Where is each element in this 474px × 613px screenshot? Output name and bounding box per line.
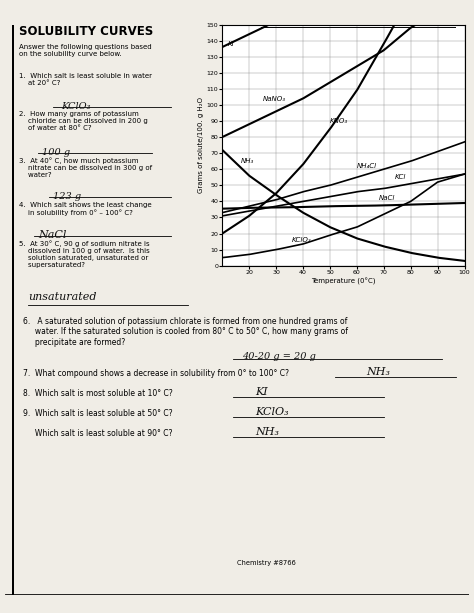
Text: 4.  Which salt shows the least change
    in solubility from 0° – 100° C?: 4. Which salt shows the least change in …: [19, 202, 152, 216]
Text: 2.  How many grams of potassium
    chloride can be dissolved in 200 g
    of wa: 2. How many grams of potassium chloride …: [19, 112, 148, 131]
Text: KClO₃: KClO₃: [61, 102, 91, 111]
Text: NH₃: NH₃: [366, 367, 391, 378]
Text: 5.  At 30° C, 90 g of sodium nitrate is
    dissolved in 100 g of water.  Is thi: 5. At 30° C, 90 g of sodium nitrate is d…: [19, 240, 150, 268]
Text: 1.  Which salt is least soluble in water
    at 20° C?: 1. Which salt is least soluble in water …: [19, 73, 152, 86]
Text: Answer the following questions based
on the solubility curve below.: Answer the following questions based on …: [19, 44, 152, 57]
Text: KCl: KCl: [394, 175, 406, 180]
Text: 123 g: 123 g: [53, 192, 82, 201]
Text: KClO₃: KClO₃: [292, 237, 312, 243]
Y-axis label: Grams of solute/100. g H₂O: Grams of solute/100. g H₂O: [198, 97, 203, 193]
Text: 9.  Which salt is least soluble at 50° C?: 9. Which salt is least soluble at 50° C?: [23, 409, 173, 418]
Text: Which salt is least soluble at 90° C?: Which salt is least soluble at 90° C?: [23, 429, 173, 438]
Text: KNO₃: KNO₃: [330, 118, 348, 124]
Text: SOLUBILITY CURVES: SOLUBILITY CURVES: [19, 25, 153, 37]
Text: NH₃: NH₃: [255, 427, 279, 437]
Text: 100 g: 100 g: [42, 148, 70, 157]
Text: 40-20 g = 20 g: 40-20 g = 20 g: [242, 352, 316, 361]
Text: NH₃: NH₃: [241, 158, 255, 164]
Text: 6.   A saturated solution of potassium chlorate is formed from one hundred grams: 6. A saturated solution of potassium chl…: [23, 317, 348, 346]
Text: 8.  Which salt is most soluble at 10° C?: 8. Which salt is most soluble at 10° C?: [23, 389, 173, 398]
Text: 7.  What compound shows a decrease in solubility from 0° to 100° C?: 7. What compound shows a decrease in sol…: [23, 369, 290, 378]
Text: KClO₃: KClO₃: [255, 408, 289, 417]
Text: NaCl: NaCl: [378, 196, 395, 202]
Text: NH₄Cl: NH₄Cl: [357, 163, 377, 169]
Text: NaCl: NaCl: [38, 230, 66, 240]
X-axis label: Temperature (0°C): Temperature (0°C): [311, 278, 376, 285]
Text: Chemistry #8766: Chemistry #8766: [237, 560, 296, 566]
Text: unsaturated: unsaturated: [28, 292, 96, 302]
Text: KI: KI: [228, 41, 235, 47]
Text: 3.  At 40° C, how much potassium
    nitrate can be dissolved in 300 g of
    wa: 3. At 40° C, how much potassium nitrate …: [19, 157, 152, 178]
Text: NaNO₃: NaNO₃: [263, 96, 286, 102]
Text: KI: KI: [255, 387, 268, 397]
